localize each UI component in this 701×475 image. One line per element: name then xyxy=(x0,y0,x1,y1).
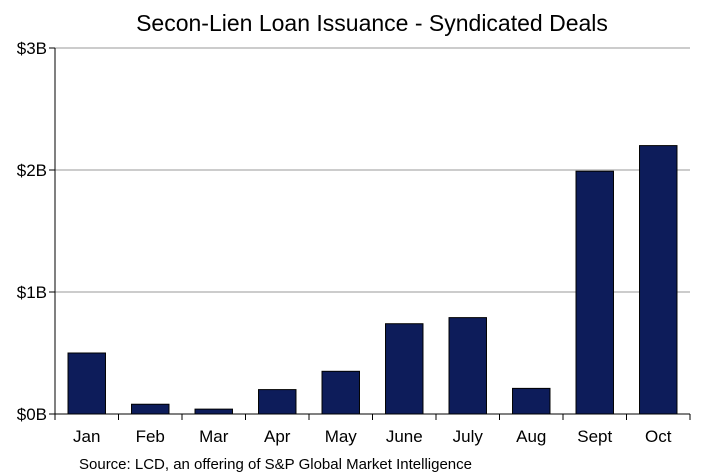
x-tick-label: June xyxy=(386,427,423,446)
bar-aug xyxy=(512,387,551,415)
y-tick-labels: $0B $1B $2B $3B xyxy=(17,39,47,424)
y-tick-label: $1B xyxy=(17,283,47,302)
x-tick-label: Mar xyxy=(199,427,229,446)
y-tick-label: $2B xyxy=(17,161,47,180)
bar-apr xyxy=(258,389,297,415)
bar-jan xyxy=(67,352,106,415)
bar-mar xyxy=(194,408,233,415)
bar-feb xyxy=(131,403,170,415)
bar-july xyxy=(448,317,487,415)
y-tick-label: $0B xyxy=(17,405,47,424)
bars xyxy=(67,145,678,415)
y-tick-label: $3B xyxy=(17,39,47,58)
x-tick-label: Apr xyxy=(264,427,291,446)
x-tick-labels: Jan Feb Mar Apr May June July Aug Sept Oct xyxy=(73,427,672,446)
source-note: Source: LCD, an offering of S&P Global M… xyxy=(79,456,472,473)
bar-sept xyxy=(575,170,614,415)
x-tick-label: Feb xyxy=(136,427,165,446)
bar-june xyxy=(385,323,424,415)
chart-title: Secon-Lien Loan Issuance - Syndicated De… xyxy=(136,10,608,36)
x-tick-label: Sept xyxy=(577,427,612,446)
bar-oct xyxy=(639,145,678,415)
x-tick-label: Jan xyxy=(73,427,100,446)
x-tick-label: July xyxy=(453,427,484,446)
bar-may xyxy=(321,370,360,415)
x-tick-label: Oct xyxy=(645,427,672,446)
x-tick-label: May xyxy=(325,427,358,446)
x-tick-label: Aug xyxy=(516,427,546,446)
axes xyxy=(49,47,691,420)
